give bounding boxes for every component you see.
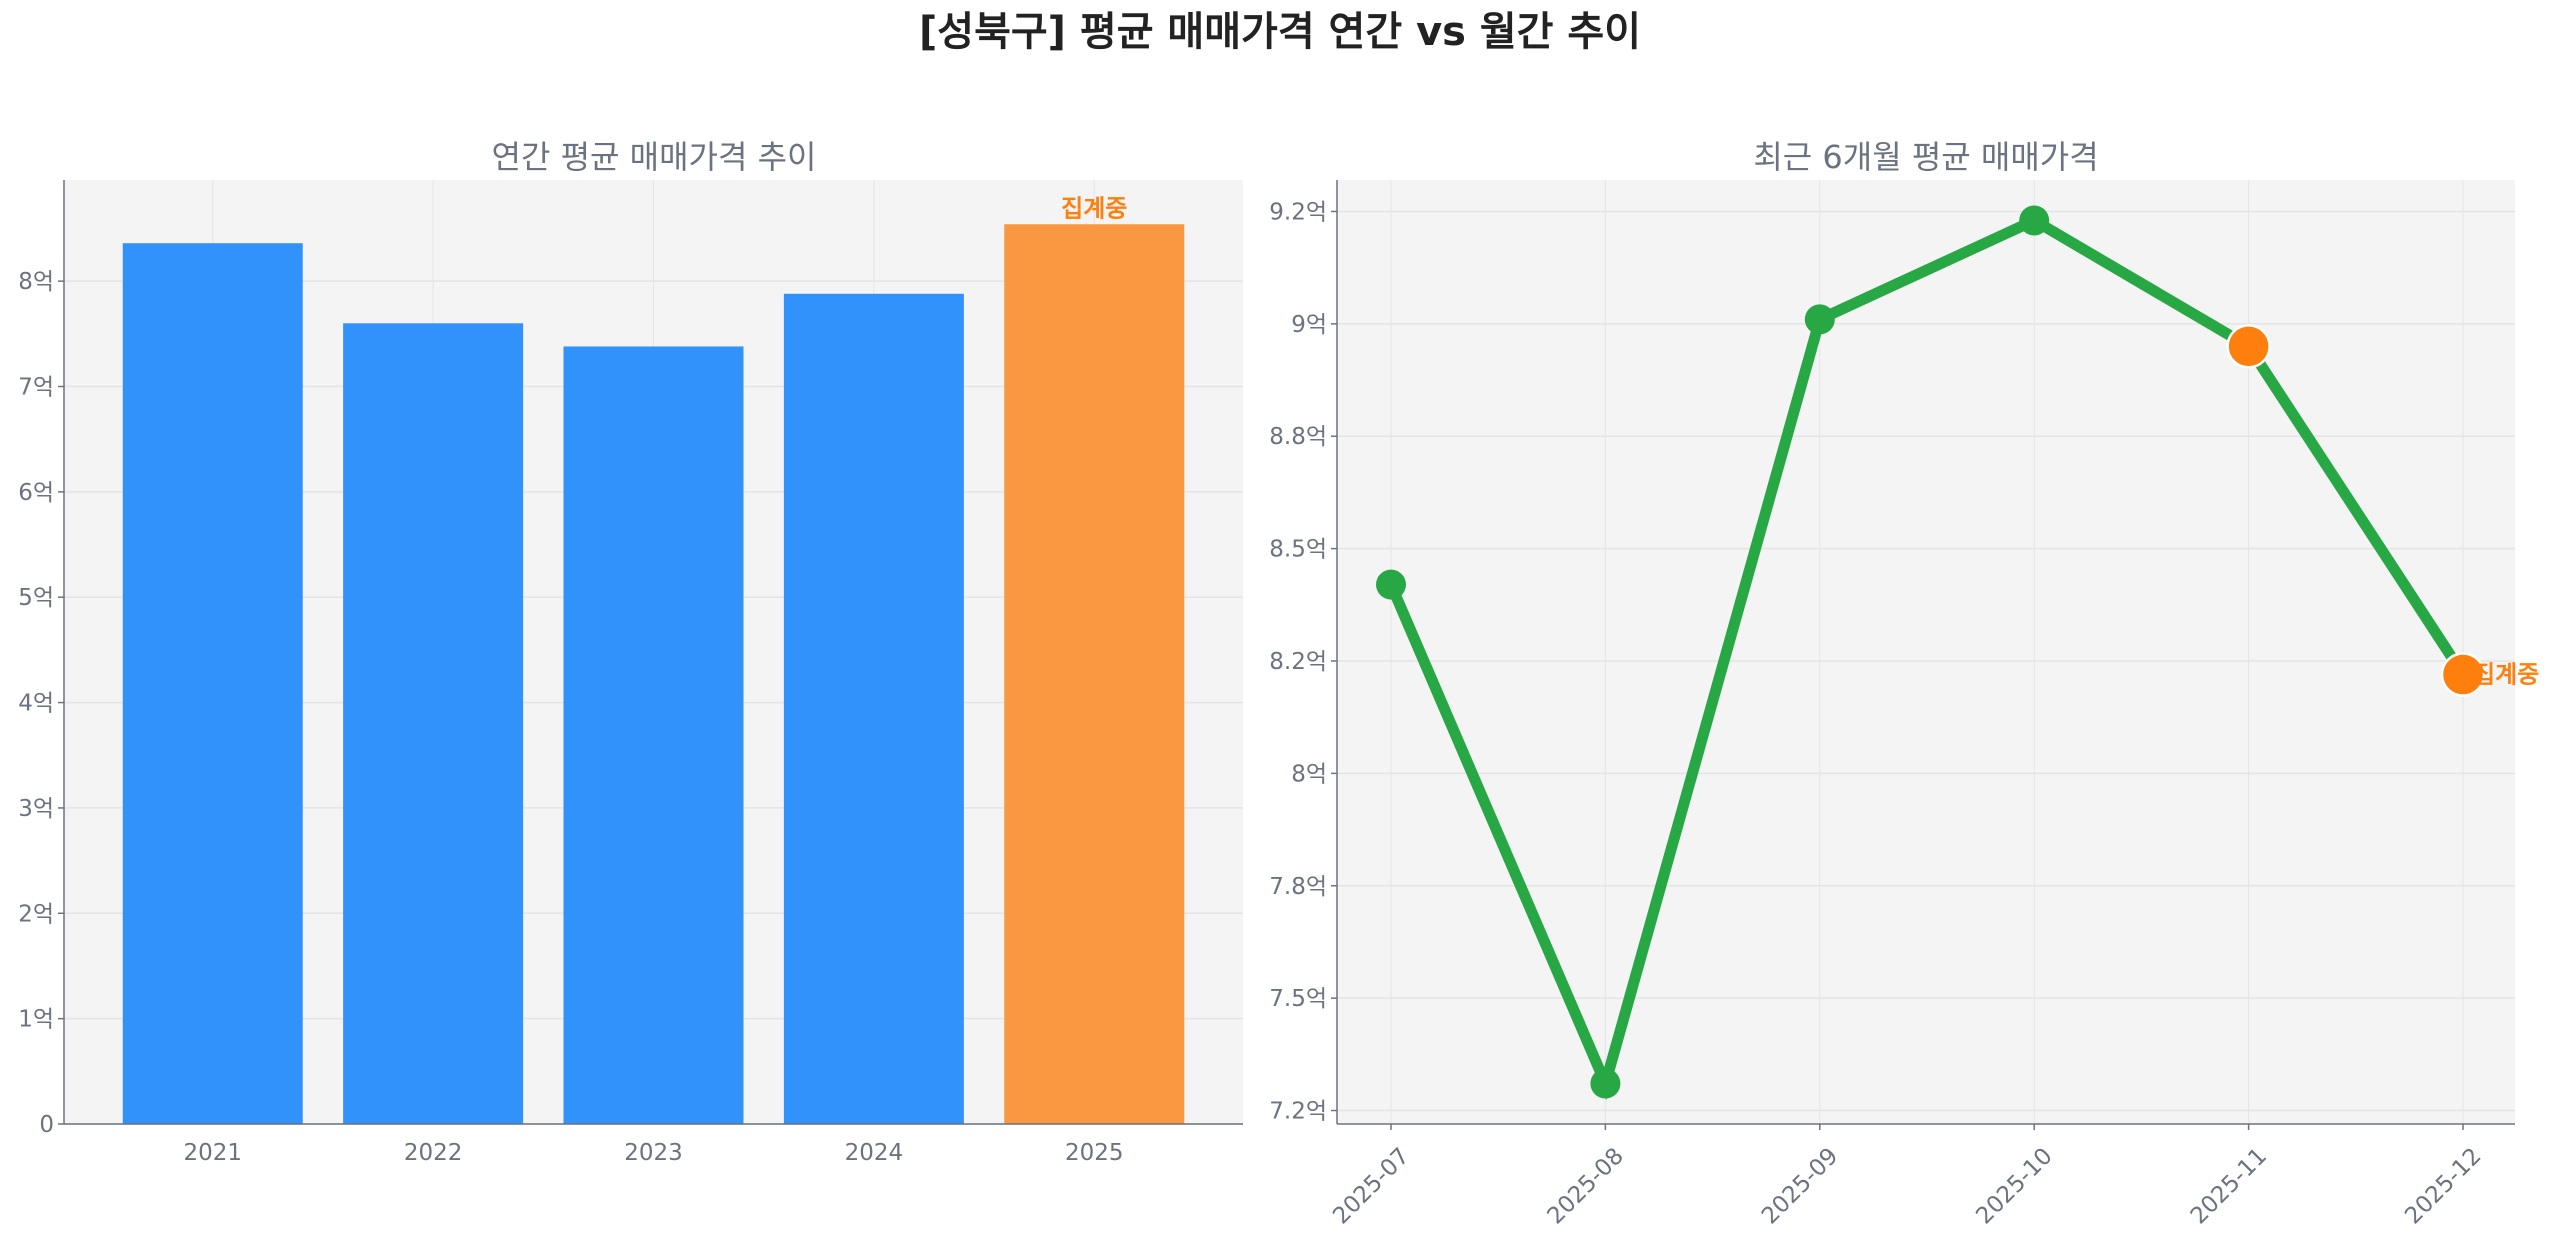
x-tick-label: 2025-10	[1971, 1143, 2057, 1229]
data-point-2025-10	[2019, 205, 2050, 236]
data-point-2025-07	[1376, 569, 1406, 600]
y-tick-label: 8.2억	[1269, 649, 1327, 675]
x-tick-label: 2025-12	[2400, 1143, 2486, 1229]
point-annotation: 집계중	[2473, 660, 2539, 688]
x-tick-label: 2023	[624, 1140, 683, 1166]
bar-chart-title: 연간 평균 매매가격 추이	[492, 138, 817, 176]
x-tick-label: 2025-11	[2186, 1143, 2272, 1229]
x-tick-label: 2025	[1065, 1140, 1124, 1166]
figure-title: [성북구] 평균 매매가격 연간 vs 월간 추이	[919, 9, 1641, 55]
x-tick-label: 2021	[183, 1140, 242, 1166]
y-tick-label: 2억	[18, 901, 54, 927]
data-point-2025-09	[1804, 304, 1835, 335]
y-tick-label: 1억	[18, 1007, 54, 1033]
y-tick-label: 8억	[1291, 761, 1327, 787]
y-tick-label: 9.2억	[1269, 199, 1327, 225]
bar-chart: 0 1억 2억 3억 4억 5억 6억 7억 8억 2021 2022 2023 2024 2025 집계중	[18, 180, 1243, 1166]
y-tick-label: 4억	[18, 691, 54, 717]
x-tick-label: 2024	[845, 1140, 904, 1166]
y-tick-label: 7억	[18, 375, 54, 401]
y-tick-label: 7.8억	[1269, 874, 1327, 900]
bar-2024	[783, 293, 964, 1124]
series-line	[1385, 214, 2468, 1101]
plot-area	[1337, 180, 2515, 1124]
y-tick-label: 8억	[18, 269, 54, 295]
data-point-2025-12	[2440, 652, 2486, 697]
data-point-2025-11	[2226, 324, 2271, 369]
y-tick-label: 8.8억	[1269, 424, 1327, 450]
y-tick-label: 9억	[1291, 312, 1327, 338]
y-tick-label: 7.5억	[1269, 986, 1327, 1012]
y-tick-label: 6억	[18, 480, 54, 506]
bar-2021	[122, 243, 303, 1124]
bar-2025	[1004, 224, 1185, 1124]
x-tick-label: 2025-09	[1757, 1143, 1843, 1229]
bar-2022	[343, 323, 524, 1124]
y-tick-label: 5억	[18, 585, 54, 611]
x-tick-label: 2025-07	[1328, 1143, 1414, 1229]
line-chart: 7.2억 7.5억 7.8억 8억 8.2억 8.5억 8.8억 9억 9.2억 2025-07 2…	[1269, 180, 2539, 1230]
x-tick-label: 2022	[404, 1140, 463, 1166]
line-chart-title: 최근 6개월 평균 매매가격	[1753, 138, 2098, 176]
y-tick-label: 8.5억	[1269, 537, 1327, 563]
y-tick-label: 0	[39, 1112, 54, 1138]
data-point-2025-08	[1590, 1068, 1621, 1099]
x-tick-label: 2025-08	[1543, 1143, 1629, 1229]
bar-2023	[563, 346, 744, 1124]
y-tick-label: 7.2억	[1269, 1099, 1327, 1125]
y-tick-label: 3억	[18, 796, 54, 822]
bar-annotation: 집계중	[1061, 194, 1127, 222]
